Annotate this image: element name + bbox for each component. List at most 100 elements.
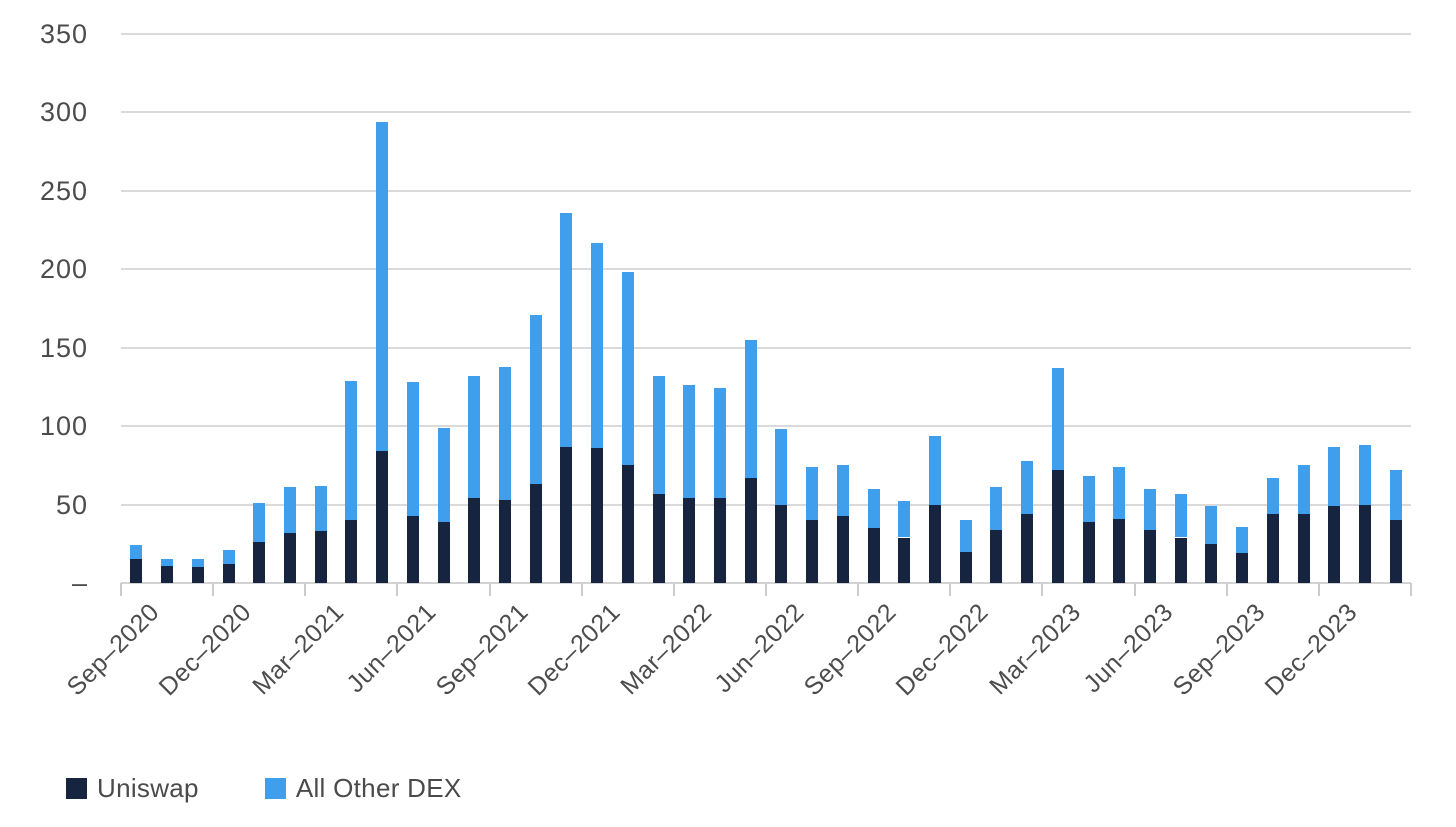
bar-uniswap-Jun–2022 xyxy=(775,504,788,583)
bar-other-dex-Mar–2021 xyxy=(314,485,327,532)
x-axis-tick xyxy=(120,583,122,596)
bar-uniswap-Sep–2021 xyxy=(498,499,511,583)
bar-other-dex-May–2022 xyxy=(744,339,757,478)
x-axis-tick xyxy=(580,583,583,596)
y-axis-label-0: – xyxy=(71,568,88,598)
bar-other-dex-Apr–2022 xyxy=(713,388,726,499)
bar-uniswap-Jun–2021 xyxy=(406,515,419,583)
bar-other-dex-Jan–2024 xyxy=(1358,444,1371,505)
legend-item-other-dex: All Other DEX xyxy=(264,773,462,804)
bar-other-dex-Jun–2021 xyxy=(406,382,419,516)
x-axis-tick xyxy=(1317,583,1320,596)
x-axis-label-Sep–2020: Sep–2020 xyxy=(61,598,165,702)
bar-uniswap-Oct–2023 xyxy=(1266,513,1279,583)
bar-uniswap-Jan–2021 xyxy=(253,542,266,583)
bar-uniswap-Nov–2023 xyxy=(1297,513,1310,583)
y-axis-label-250: 250 xyxy=(39,175,88,206)
bar-uniswap-Aug–2022 xyxy=(836,515,849,583)
bar-uniswap-Oct–2022 xyxy=(898,537,911,583)
bar-other-dex-Nov–2021 xyxy=(560,212,573,447)
bar-uniswap-May–2022 xyxy=(744,477,757,583)
bar-uniswap-Aug–2023 xyxy=(1205,543,1218,583)
bar-other-dex-Oct–2020 xyxy=(161,559,174,566)
x-axis-tick xyxy=(488,583,491,596)
x-axis-tick xyxy=(304,583,307,596)
y-axis-label-300: 300 xyxy=(39,97,88,128)
bar-uniswap-Sep–2022 xyxy=(867,528,880,583)
bar-uniswap-Oct–2020 xyxy=(161,565,174,583)
bar-other-dex-Jan–2021 xyxy=(253,503,266,543)
x-axis-tick xyxy=(949,583,952,596)
gridline-100 xyxy=(121,425,1411,428)
bar-other-dex-Jan–2022 xyxy=(621,272,634,466)
bar-uniswap-Nov–2021 xyxy=(560,446,573,583)
gridline-150 xyxy=(121,346,1411,349)
bar-uniswap-May–2023 xyxy=(1113,518,1126,583)
x-axis-tick xyxy=(672,583,675,596)
bar-uniswap-Mar–2023 xyxy=(1051,470,1064,583)
bar-uniswap-May–2021 xyxy=(376,451,389,583)
bar-other-dex-Apr–2023 xyxy=(1082,476,1095,522)
bar-uniswap-Feb–2023 xyxy=(1021,513,1034,583)
bar-other-dex-Jul–2021 xyxy=(437,427,450,522)
bar-other-dex-Dec–2023 xyxy=(1328,446,1341,507)
bar-other-dex-Jul–2022 xyxy=(806,466,819,521)
bar-uniswap-Oct–2021 xyxy=(529,484,542,583)
gridline-250 xyxy=(121,189,1411,192)
bar-uniswap-Aug–2021 xyxy=(468,498,481,583)
bar-other-dex-Aug–2021 xyxy=(468,375,481,499)
bar-other-dex-Jun–2023 xyxy=(1143,488,1156,530)
bar-other-dex-May–2021 xyxy=(376,121,389,452)
x-axis-tick xyxy=(765,583,767,596)
x-axis-label-Dec–2023: Dec–2023 xyxy=(1259,598,1363,702)
y-axis-label-200: 200 xyxy=(39,254,88,285)
y-axis-label-50: 50 xyxy=(55,489,88,520)
x-axis-label-Jun–2022: Jun–2022 xyxy=(709,598,810,699)
bar-uniswap-Feb–2021 xyxy=(283,532,296,583)
y-axis-label-350: 350 xyxy=(39,19,88,49)
y-axis-label-150: 150 xyxy=(39,332,88,363)
uniswap-color-swatch xyxy=(66,778,87,799)
bar-other-dex-Mar–2022 xyxy=(683,385,696,499)
x-axis-label-Mar–2021: Mar–2021 xyxy=(246,598,350,701)
x-axis-label-Mar–2022: Mar–2022 xyxy=(615,598,718,701)
gridline-50 xyxy=(121,503,1411,506)
bar-other-dex-Feb–2022 xyxy=(652,375,665,494)
bar-other-dex-Dec–2020 xyxy=(222,550,235,565)
bar-uniswap-Jan–2022 xyxy=(621,465,634,583)
bar-other-dex-Apr–2021 xyxy=(345,380,358,521)
bar-uniswap-Dec–2021 xyxy=(591,448,604,583)
x-axis-label-Jun–2021: Jun–2021 xyxy=(340,598,442,699)
bar-other-dex-Aug–2023 xyxy=(1205,506,1218,544)
legend-label-other-dex: All Other DEX xyxy=(295,773,462,803)
x-axis-label-Dec–2022: Dec–2022 xyxy=(890,598,995,702)
gridline-300 xyxy=(121,111,1411,114)
x-axis-tick xyxy=(1133,583,1136,596)
bar-uniswap-Mar–2021 xyxy=(314,531,327,583)
bar-uniswap-Sep–2023 xyxy=(1236,553,1249,583)
bar-uniswap-Dec–2023 xyxy=(1328,506,1341,583)
x-axis-tick xyxy=(1225,583,1228,596)
y-axis-label-100: 100 xyxy=(39,411,88,442)
bar-uniswap-Mar–2022 xyxy=(683,498,696,583)
bar-other-dex-Nov–2023 xyxy=(1297,465,1310,514)
bar-other-dex-Feb–2023 xyxy=(1021,460,1034,514)
gridline-350 xyxy=(121,33,1411,35)
x-axis-tick xyxy=(396,583,399,596)
bar-uniswap-Dec–2022 xyxy=(959,551,972,583)
x-axis-tick xyxy=(1041,583,1044,596)
x-axis-label-Mar–2023: Mar–2023 xyxy=(984,598,1087,701)
bar-other-dex-Sep–2023 xyxy=(1236,526,1249,554)
x-axis-label-Sep–2021: Sep–2021 xyxy=(430,598,534,702)
x-axis-tick xyxy=(857,583,860,596)
x-axis-label-Dec–2021: Dec–2021 xyxy=(522,598,626,702)
bar-uniswap-Nov–2020 xyxy=(191,567,204,583)
bar-other-dex-Feb–2024 xyxy=(1389,470,1402,521)
x-axis-tick xyxy=(1410,583,1412,596)
bar-other-dex-Jun–2022 xyxy=(775,429,788,505)
bar-other-dex-Jul–2023 xyxy=(1174,493,1187,538)
x-axis-label-Dec–2020: Dec–2020 xyxy=(153,598,257,702)
bar-uniswap-Sep–2020 xyxy=(130,559,143,583)
